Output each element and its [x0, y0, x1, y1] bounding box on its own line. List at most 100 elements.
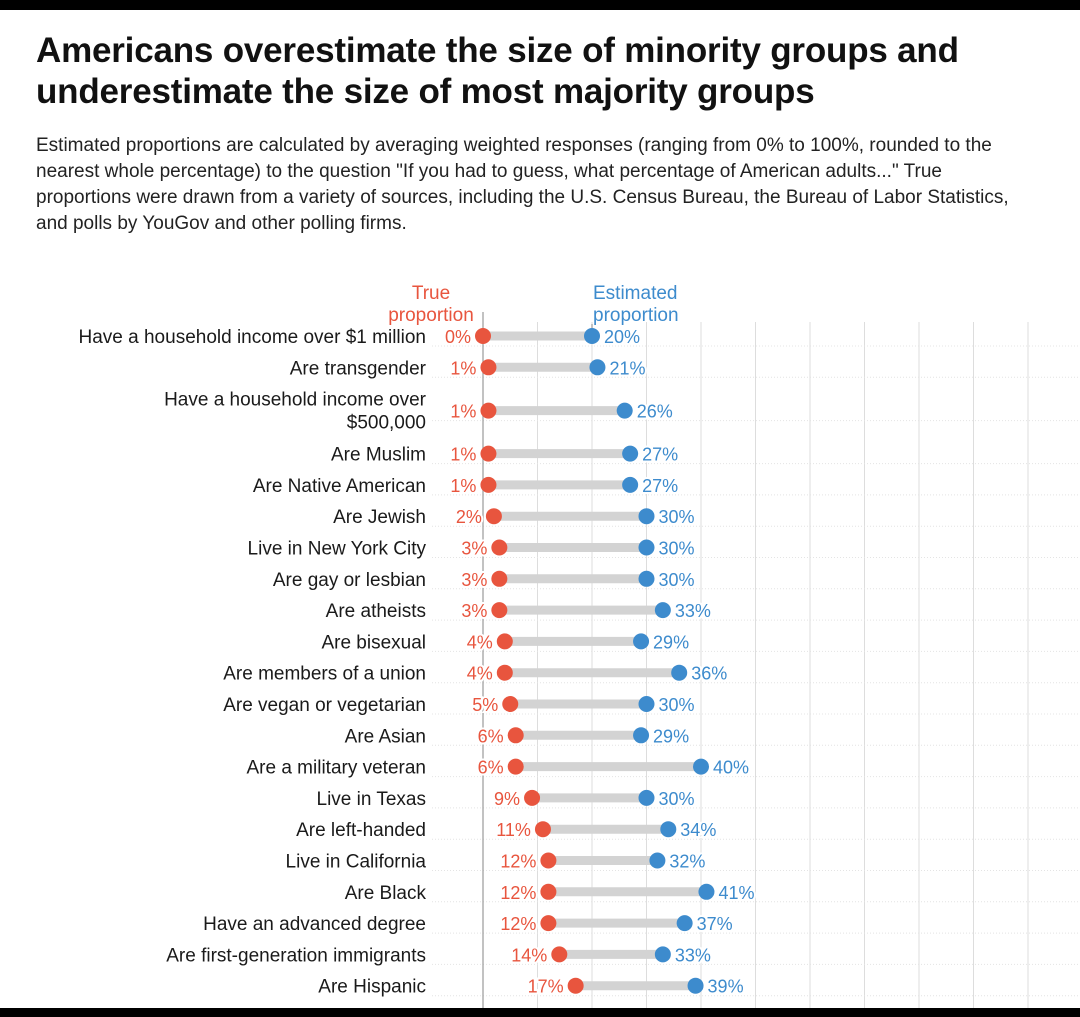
true-dot — [491, 570, 508, 587]
estimated-value-label: 30% — [659, 789, 695, 809]
true-value-label: 3% — [461, 601, 487, 621]
estimated-value-label: 29% — [653, 726, 689, 746]
row-label: Are transgender — [290, 358, 427, 379]
true-dot — [567, 977, 584, 994]
estimated-dot — [584, 328, 600, 344]
true-dot — [540, 883, 557, 900]
true-dot — [480, 445, 497, 462]
true-value-label: 12% — [500, 914, 536, 934]
true-value-label: 12% — [500, 883, 536, 903]
row-label: Are Hispanic — [318, 977, 426, 998]
estimated-value-label: 37% — [697, 914, 733, 934]
estimated-value-label: 39% — [708, 977, 744, 997]
estimated-value-label: 36% — [691, 664, 727, 684]
estimated-dot — [698, 883, 715, 900]
true-dot — [480, 359, 497, 376]
true-value-label: 5% — [472, 695, 498, 715]
true-value-label: 12% — [500, 852, 536, 872]
estimated-dot — [622, 445, 639, 462]
true-dot — [507, 758, 524, 775]
true-value-label: 9% — [494, 789, 520, 809]
chart-title: Americans overestimate the size of minor… — [36, 31, 959, 111]
row-label: Have a household income over $1 million — [79, 327, 426, 348]
true-value-label: 14% — [511, 945, 547, 965]
row-label: Are first-generation immigrants — [166, 945, 426, 966]
true-dot — [534, 821, 551, 838]
estimated-dot — [638, 570, 655, 587]
chart-card: Americans overestimate the size of minor… — [0, 10, 1080, 1008]
estimated-dot — [638, 539, 655, 556]
row-label: Are Muslim — [331, 445, 426, 466]
true-value-label: 1% — [450, 402, 476, 422]
estimated-value-label: 40% — [713, 758, 749, 778]
estimated-value-label: 30% — [659, 539, 695, 559]
row-label: Are Asian — [345, 726, 426, 747]
estimated-header-line-1: Estimated — [593, 283, 677, 304]
estimated-value-label: 30% — [659, 570, 695, 590]
row-label: Are left-handed — [296, 820, 426, 841]
row-label: Have a household income over — [164, 390, 427, 411]
true-value-label: 4% — [467, 664, 493, 684]
estimated-value-label: 27% — [642, 445, 678, 465]
true-dot — [524, 789, 541, 806]
estimated-dot — [693, 758, 709, 775]
true-dot — [496, 664, 513, 681]
estimated-dot — [633, 727, 650, 744]
estimated-value-label: 20% — [604, 327, 640, 347]
row-label: Are members of a union — [223, 664, 426, 685]
estimated-header-line-2: proportion — [593, 305, 679, 326]
estimated-dot — [687, 977, 704, 994]
true-dot — [507, 727, 524, 744]
true-value-label: 3% — [461, 570, 487, 590]
true-value-label: 0% — [445, 327, 471, 347]
true-dot — [502, 696, 519, 712]
row-label: Are Jewish — [333, 507, 426, 528]
row-label: Are Black — [345, 883, 427, 904]
estimated-dot — [638, 789, 655, 806]
row-label: $500,000 — [347, 413, 426, 434]
true-dot — [551, 946, 568, 963]
estimated-value-label: 34% — [680, 820, 716, 840]
estimated-dot — [649, 852, 666, 869]
estimated-dot — [654, 946, 671, 963]
true-header-line-2: proportion — [388, 305, 474, 326]
true-dot — [496, 633, 513, 650]
estimated-value-label: 41% — [718, 883, 754, 903]
estimated-value-label: 30% — [659, 507, 695, 527]
true-value-label: 17% — [528, 977, 564, 997]
estimated-value-label: 33% — [675, 945, 711, 965]
estimated-value-label: 32% — [669, 852, 705, 872]
row-label: Live in Texas — [317, 789, 427, 810]
row-label: Are Native American — [253, 476, 426, 497]
estimated-dot — [638, 508, 655, 525]
row-label: Have an advanced degree — [203, 914, 426, 935]
estimated-value-label: 27% — [642, 476, 678, 496]
true-value-label: 1% — [450, 445, 476, 465]
estimated-value-label: 30% — [659, 695, 695, 715]
estimated-dot — [671, 664, 688, 681]
row-label: Live in New York City — [248, 539, 427, 560]
estimated-dot — [589, 359, 606, 376]
true-dot — [475, 328, 491, 344]
true-value-label: 2% — [456, 507, 482, 527]
true-dot — [491, 539, 508, 556]
true-dot — [491, 602, 508, 619]
true-dot — [540, 852, 557, 869]
true-value-label: 11% — [496, 820, 531, 840]
estimated-value-label: 29% — [653, 632, 689, 652]
estimated-value-label: 26% — [637, 402, 673, 422]
true-value-label: 3% — [461, 539, 487, 559]
row-label: Are gay or lesbian — [273, 570, 426, 591]
chart-subtitle: Estimated proportions are calculated by … — [36, 135, 1009, 234]
estimated-dot — [676, 915, 693, 932]
true-header-line-1: True — [412, 283, 450, 304]
estimated-value-label: 33% — [675, 601, 711, 621]
estimated-dot — [660, 821, 677, 838]
estimated-dot — [638, 696, 655, 712]
true-dot — [480, 402, 497, 419]
row-label: Are a military veteran — [246, 758, 426, 779]
row-label: Live in California — [286, 852, 427, 873]
true-value-label: 1% — [450, 358, 476, 378]
estimated-dot — [633, 633, 650, 650]
